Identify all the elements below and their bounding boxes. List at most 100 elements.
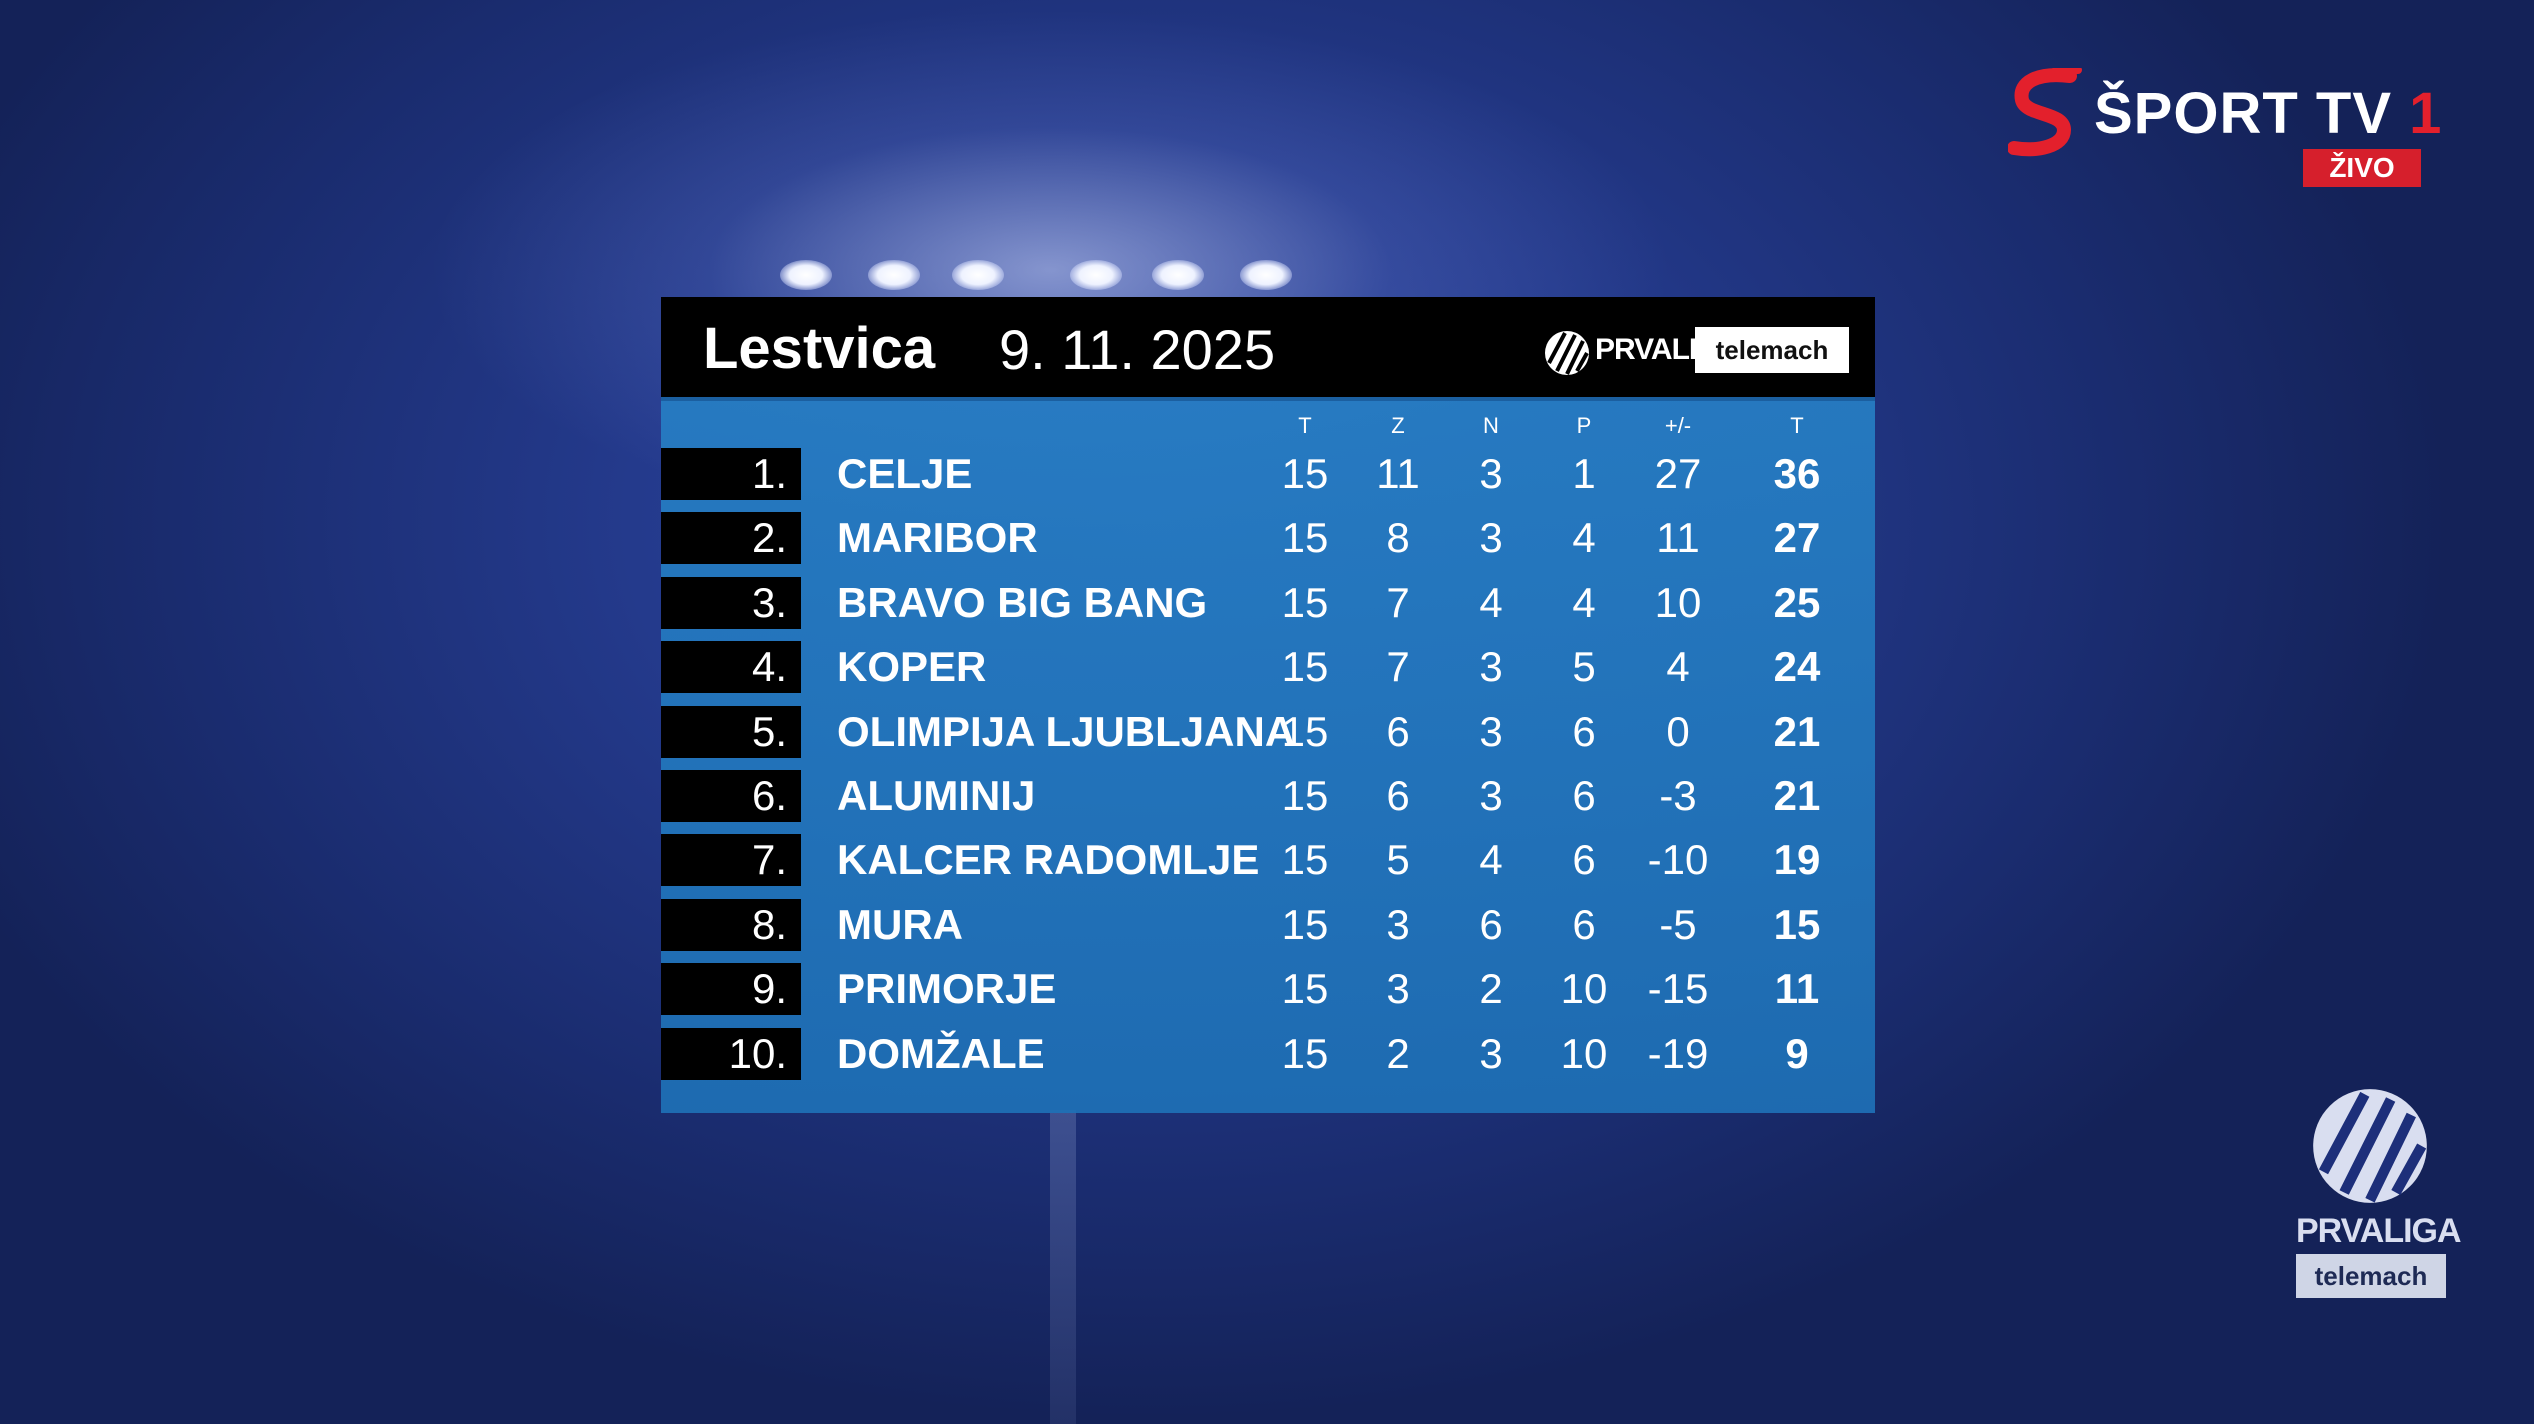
drawn-cell: 3 — [1479, 450, 1503, 497]
team-name: DOMŽALE — [837, 1029, 1045, 1077]
standings-panel: Lestvica 9. 11. 2025 PRVALIGA telemach T… — [661, 297, 1875, 1113]
floodlight — [1240, 260, 1292, 290]
position-cell: 2. — [661, 512, 801, 565]
lost-cell: 10 — [1560, 1029, 1608, 1077]
drawn-cell: 2 — [1479, 965, 1503, 1013]
corner-sponsor-badge: telemach — [2296, 1254, 2446, 1298]
lost-cell: 1 — [1572, 450, 1596, 497]
goal-difference-cell: -5 — [1659, 900, 1697, 948]
goal-difference-cell: 11 — [1656, 514, 1700, 562]
floodlight — [1152, 260, 1204, 290]
goal-difference-cell: -10 — [1647, 836, 1709, 884]
position-cell: 4. — [661, 641, 801, 694]
live-badge: ŽIVO — [2303, 149, 2421, 187]
points-cell: 15 — [1773, 900, 1821, 948]
table-row: 4. KOPER 15 7 3 5 4 24 — [661, 641, 1875, 694]
won-cell: 6 — [1386, 772, 1410, 819]
standings-date: 9. 11. 2025 — [999, 318, 1276, 381]
lost-cell: 6 — [1572, 836, 1596, 884]
position-cell: 5. — [661, 705, 801, 758]
won-cell: 7 — [1386, 643, 1410, 691]
team-name: KOPER — [837, 643, 987, 691]
points-cell: 11 — [1774, 965, 1820, 1013]
team-name: MARIBOR — [837, 514, 1038, 562]
table-row: 8. MURA 15 3 6 6 -5 15 — [661, 898, 1875, 951]
channel-number: 1 — [2409, 81, 2443, 146]
lost-cell: 6 — [1572, 900, 1596, 948]
position-cell: 9. — [661, 963, 801, 1016]
drawn-cell: 3 — [1479, 514, 1503, 562]
won-cell: 6 — [1386, 707, 1410, 755]
team-name: PRIMORJE — [837, 965, 1057, 1013]
goal-difference-cell: -15 — [1647, 965, 1709, 1013]
column-header-points: T — [1790, 413, 1804, 438]
points-cell: 27 — [1773, 514, 1821, 562]
column-header-diff: +/- — [1664, 413, 1692, 438]
position-cell: 8. — [661, 898, 801, 951]
floodlight — [780, 260, 832, 290]
position-cell: 6. — [661, 770, 801, 822]
floodlight-pole — [1050, 1110, 1076, 1424]
corner-league-name: PRVALIGA — [2296, 1212, 2462, 1250]
team-name: CELJE — [837, 450, 973, 497]
lost-cell: 4 — [1572, 578, 1596, 626]
table-row: 10. DOMŽALE 15 2 3 10 -19 9 — [661, 1027, 1875, 1080]
won-cell: 7 — [1386, 578, 1410, 626]
drawn-cell: 3 — [1479, 1029, 1503, 1077]
stadium-lights — [780, 248, 1340, 298]
lost-cell: 4 — [1572, 514, 1596, 562]
team-name: ALUMINIJ — [837, 772, 1036, 819]
played-cell: 15 — [1281, 965, 1329, 1013]
played-cell: 15 — [1281, 900, 1329, 948]
column-header-won: Z — [1391, 413, 1405, 438]
drawn-cell: 3 — [1479, 707, 1503, 755]
won-cell: 3 — [1386, 900, 1410, 948]
lost-cell: 6 — [1572, 772, 1596, 819]
drawn-cell: 4 — [1479, 836, 1503, 884]
standings-title: Lestvica — [703, 316, 936, 381]
points-cell: 9 — [1785, 1029, 1809, 1077]
table-row: 7. KALCER RADOMLJE 15 5 4 6 -10 19 — [661, 834, 1875, 887]
standings-body — [661, 401, 1875, 1113]
won-cell: 2 — [1386, 1029, 1410, 1077]
column-header-played: T — [1298, 413, 1312, 438]
table-row: 5. OLIMPIJA LJUBLJANA 15 6 3 6 0 21 — [661, 705, 1875, 758]
drawn-cell: 3 — [1479, 643, 1503, 691]
won-cell: 11 — [1376, 450, 1420, 497]
channel-logo: ŠPORT TV 1 ŽIVO — [2008, 62, 2441, 192]
team-name: MURA — [837, 900, 963, 948]
table-row: 3. BRAVO BIG BANG 15 7 4 4 10 25 — [661, 576, 1875, 629]
channel-name: ŠPORT TV 1 — [2094, 81, 2443, 146]
points-cell: 36 — [1773, 450, 1821, 497]
played-cell: 15 — [1281, 514, 1329, 562]
drawn-cell: 4 — [1479, 578, 1503, 626]
team-name: OLIMPIJA LJUBLJANA — [837, 707, 1296, 755]
played-cell: 15 — [1281, 772, 1329, 819]
goal-difference-cell: 4 — [1666, 643, 1690, 691]
floodlight — [952, 260, 1004, 290]
position-cell: 1. — [661, 448, 801, 500]
lost-cell: 6 — [1572, 707, 1596, 755]
table-row: 9. PRIMORJE 15 3 2 10 -15 11 — [661, 963, 1875, 1016]
points-cell: 25 — [1773, 578, 1821, 626]
floodlight — [868, 260, 920, 290]
points-cell: 19 — [1773, 836, 1821, 884]
team-name: BRAVO BIG BANG — [837, 578, 1208, 626]
won-cell: 3 — [1386, 965, 1410, 1013]
drawn-cell: 6 — [1479, 900, 1503, 948]
points-cell: 24 — [1773, 643, 1821, 691]
lost-cell: 10 — [1560, 965, 1608, 1013]
played-cell: 15 — [1281, 450, 1329, 497]
won-cell: 5 — [1386, 836, 1410, 884]
won-cell: 8 — [1386, 514, 1410, 562]
team-name: KALCER RADOMLJE — [837, 836, 1260, 884]
goal-difference-cell: -3 — [1659, 772, 1697, 819]
played-cell: 15 — [1281, 643, 1329, 691]
prvaliga-ball-icon — [1545, 331, 1589, 375]
prvaliga-ball-icon — [2313, 1089, 2427, 1203]
corner-league-logo: PRVALIGA telemach — [2296, 1084, 2462, 1300]
goal-difference-cell: 10 — [1654, 578, 1702, 626]
column-header-lost: P — [1576, 413, 1592, 438]
column-header-drawn: N — [1483, 413, 1499, 438]
table-row: 1. CELJE 15 11 3 1 27 36 — [661, 448, 1875, 500]
